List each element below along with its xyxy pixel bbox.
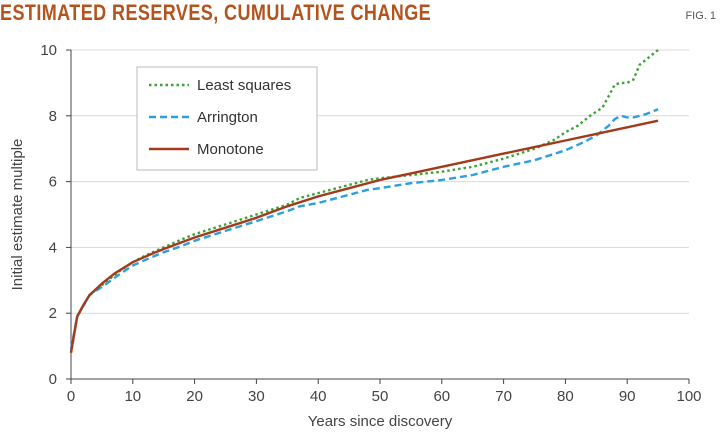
x-tick-label-2: 20 — [186, 388, 203, 405]
x-tick-label-1: 10 — [124, 388, 141, 405]
legend-entry-1: Arrington — [197, 109, 258, 126]
x-tick-label-9: 90 — [619, 388, 636, 405]
chart-title: ESTIMATED RESERVES, CUMULATIVE CHANGE — [0, 0, 432, 25]
y-tick-label-0: 0 — [49, 371, 57, 388]
x-tick-label-6: 60 — [433, 388, 450, 405]
x-axis-label: Years since discovery — [308, 413, 453, 430]
y-tick-label-2: 4 — [49, 239, 57, 256]
y-axis-label: Initial estimate multiple — [9, 139, 26, 291]
x-tick-label-3: 30 — [248, 388, 265, 405]
x-tick-label-5: 50 — [372, 388, 389, 405]
series-line-monotone — [69, 119, 659, 353]
y-tick-label-3: 6 — [49, 174, 57, 191]
x-tick-label-8: 80 — [557, 388, 574, 405]
legend: Least squares Arrington Monotone — [136, 66, 318, 171]
x-tick-label-4: 40 — [310, 388, 327, 405]
series-lines — [69, 49, 659, 353]
y-tick-label-5: 10 — [40, 42, 57, 59]
x-tick-label-10: 100 — [676, 388, 701, 405]
y-tick-labels: 0 2 4 6 8 10 — [40, 42, 71, 388]
x-tick-label-7: 70 — [495, 388, 512, 405]
y-tick-label-4: 8 — [49, 108, 57, 125]
figure-label: FIG. 1 — [685, 10, 716, 22]
y-tick-label-1: 2 — [49, 305, 57, 322]
legend-entry-0: Least squares — [197, 77, 291, 94]
x-tick-labels: 0 10 20 30 40 50 60 70 80 90 100 — [67, 379, 702, 405]
x-tick-label-0: 0 — [67, 388, 75, 405]
series-line-arrington — [69, 108, 659, 350]
legend-entry-2: Monotone — [197, 141, 264, 158]
